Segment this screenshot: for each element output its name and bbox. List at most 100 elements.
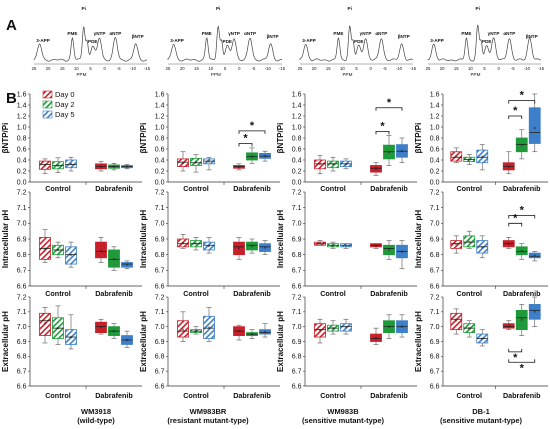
- peak-label: βNTP: [398, 34, 410, 39]
- y-tick-label: 6.9: [17, 236, 27, 243]
- box-control-day-0: ×: [314, 318, 326, 344]
- box-mean-marker: ×: [194, 242, 197, 248]
- ppm-tick-label: 0: [369, 66, 372, 71]
- box-iqr: [177, 158, 189, 167]
- box-dabrafenib-day-5: ×: [396, 240, 408, 270]
- box-mean-marker: ×: [250, 155, 253, 161]
- significance-asterisk: *: [513, 212, 518, 224]
- box-mean-marker: ×: [520, 317, 523, 323]
- box-iqr: [370, 333, 382, 342]
- significance-bracket: *: [375, 97, 403, 111]
- y-tick-label: 6.8: [430, 252, 440, 259]
- box-mean-marker: ×: [455, 155, 458, 161]
- peak-label: αNTP: [375, 31, 387, 36]
- group-label: Dabrafenib: [233, 391, 271, 400]
- peak-label: 3-APP: [430, 38, 444, 43]
- group-label: Dabrafenib: [503, 184, 541, 193]
- plot-r2-c4: 6.6 6.7 6.8 6.9 7.0 7.1 7.2 Intracellular pH Con…: [414, 189, 548, 298]
- y-tick-label: 6.9: [17, 339, 27, 346]
- ppm-tick-label: 20: [312, 66, 317, 71]
- spectrum-1: PME Pi PDE γNTP αNTP βNTP 3-APP 25 20 15 10 5 0 -5 -10…: [32, 6, 151, 77]
- y-tick-label: 6.7: [430, 268, 440, 275]
- box-dabrafenib-day-2: ×: [246, 329, 258, 339]
- y-tick-label: 1.0: [17, 124, 27, 131]
- box-iqr: [39, 312, 51, 336]
- box-control-day-5: ×: [476, 235, 489, 259]
- y-tick-label: 7.0: [155, 324, 165, 331]
- y-tick-label: 6.7: [17, 268, 27, 275]
- ppm-axis-label: PPM: [211, 72, 221, 77]
- box-mean-marker: ×: [237, 246, 240, 252]
- box-control-day-5: ×: [65, 241, 77, 268]
- box-mean-marker: ×: [112, 165, 115, 171]
- box-control-day-2: ×: [327, 241, 339, 249]
- ppm-tick-label: 25: [426, 66, 431, 71]
- group-label: Control: [320, 391, 346, 400]
- significance-bracket: *: [508, 348, 523, 364]
- y-tick-label: 6.6: [292, 283, 302, 290]
- significance-asterisk: *: [243, 133, 248, 145]
- plot-r2-c2: 6.6 6.7 6.8 6.9 7.0 7.1 7.2 Intracellular pH Con…: [139, 189, 280, 298]
- box-iqr: [528, 252, 541, 259]
- box-iqr: [95, 321, 107, 334]
- bracket-line: [508, 222, 523, 227]
- box-dabrafenib-day-5: ×: [528, 251, 541, 262]
- bracket-line: [508, 215, 536, 219]
- significance-asterisk: *: [387, 97, 392, 109]
- box-control-day-0: ×: [314, 155, 326, 175]
- box-mean-marker: ×: [468, 240, 471, 246]
- group-label: Dabrafenib: [503, 289, 541, 298]
- y-tick-label: 6.6: [292, 383, 302, 390]
- box-iqr: [121, 262, 133, 268]
- peak-label: PDE: [88, 39, 97, 44]
- box-control-day-5: ×: [340, 158, 352, 170]
- peak-label: αNTP: [503, 31, 515, 36]
- box-dabrafenib-day-0: ×: [370, 162, 382, 176]
- box-iqr: [314, 159, 326, 170]
- peak-label: PME: [67, 31, 77, 36]
- significance-bracket: *: [375, 120, 390, 135]
- y-tick-label: 6.6: [430, 283, 440, 290]
- box-plot-grid: 0.0 0.2 0.4 0.6 0.8 1.0 1.2 1.4 1.6 βNTP/Pi Contro…: [1, 90, 548, 400]
- ppm-tick-label: 5: [483, 66, 486, 71]
- peak-label: PME: [461, 31, 471, 36]
- box-iqr: [515, 246, 528, 256]
- box-control-day-5: ×: [65, 314, 77, 350]
- box-iqr: [383, 244, 395, 256]
- box-control-day-0: ×: [314, 240, 326, 248]
- box-mean-marker: ×: [507, 242, 510, 248]
- box-dabrafenib-day-2: ×: [383, 240, 395, 260]
- ppm-tick-label: 0: [103, 66, 106, 71]
- group-label: Control: [456, 184, 482, 193]
- box-dabrafenib-day-0: ×: [95, 237, 107, 263]
- box-mean-marker: ×: [387, 150, 390, 156]
- box-control-day-2: ×: [52, 305, 64, 345]
- y-tick-label: 1.6: [17, 91, 27, 98]
- box-mean-marker: ×: [237, 329, 240, 335]
- bracket-line: [508, 348, 523, 353]
- y-tick-label: 0.0: [430, 179, 440, 186]
- y-tick-label: 1.0: [292, 124, 302, 131]
- box-mean-marker: ×: [181, 161, 184, 167]
- y-tick-label: 7.2: [155, 189, 165, 196]
- y-tick-label: 0.8: [155, 135, 165, 142]
- box-control-day-2: ×: [190, 154, 202, 173]
- y-tick-label: 7.2: [17, 294, 27, 301]
- box-mean-marker: ×: [344, 243, 347, 249]
- box-mean-marker: ×: [263, 330, 266, 336]
- box-mean-marker: ×: [533, 254, 536, 260]
- box-mean-marker: ×: [207, 159, 210, 165]
- plot-r1-c3: 0.0 0.2 0.4 0.6 0.8 1.0 1.2 1.4 1.6 βNTP/Pi Contro…: [276, 91, 417, 193]
- y-tick-label: 0.2: [292, 168, 302, 175]
- box-control-day-2: ×: [190, 326, 202, 335]
- y-tick-label: 1.4: [17, 102, 27, 109]
- ppm-tick-label: 15: [454, 66, 459, 71]
- box-dabrafenib-day-2: ×: [246, 238, 258, 254]
- y-tick-label: 0.8: [430, 135, 440, 142]
- box-mean-marker: ×: [400, 149, 403, 155]
- group-label: Dabrafenib: [95, 391, 133, 400]
- box-iqr: [65, 159, 77, 169]
- significance-bracket: *: [508, 105, 523, 119]
- y-tick-label: 7.0: [17, 221, 27, 228]
- column-title-4: DB-1: [472, 407, 490, 416]
